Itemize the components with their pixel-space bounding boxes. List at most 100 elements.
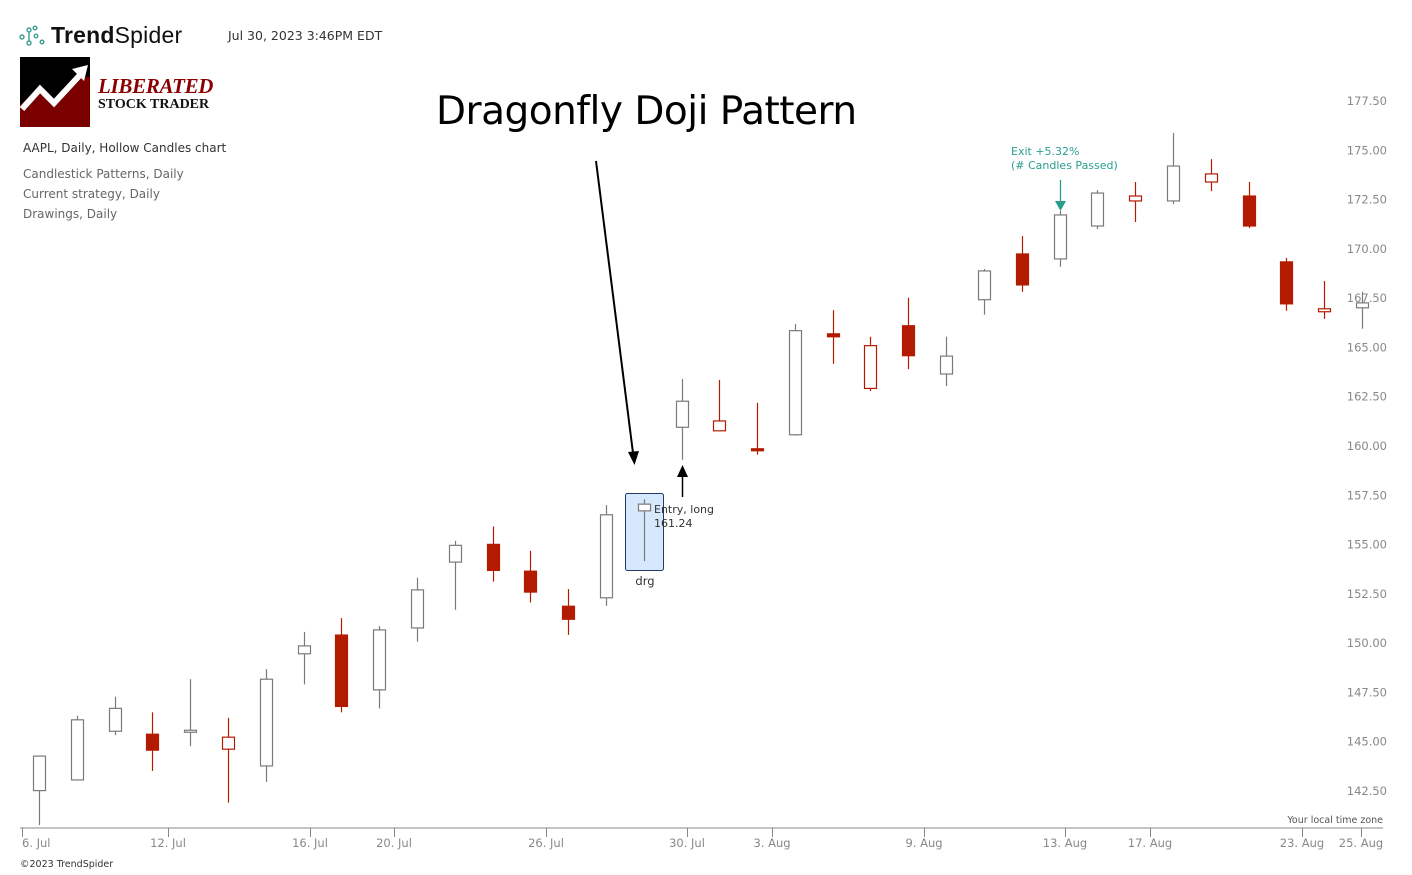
candle[interactable] (1166, 132, 1181, 205)
candle-body (486, 543, 501, 571)
legend-item-drawings[interactable]: Drawings, Daily (23, 207, 118, 221)
candle-body (788, 330, 803, 436)
watermark-line2: STOCK TRADER (98, 97, 210, 112)
candle[interactable] (637, 499, 652, 562)
x-axis-tick: 16. Jul (292, 836, 328, 850)
candle-body (1053, 214, 1068, 260)
watermark-line1: LIBERATED (98, 74, 214, 98)
pattern-label: drg (635, 574, 654, 588)
candle[interactable] (675, 378, 690, 460)
candle[interactable] (1355, 291, 1370, 329)
copyright: ©2023 TrendSpider (20, 859, 114, 870)
candle-body (1355, 302, 1370, 309)
candle-body (561, 605, 576, 620)
y-axis-tick: 170.00 (1347, 242, 1387, 256)
candle[interactable] (486, 526, 501, 582)
candle[interactable] (448, 540, 463, 610)
x-axis-tick: 6. Jul (22, 836, 51, 850)
candle-body (1090, 192, 1105, 227)
candle-body (675, 400, 690, 428)
candle[interactable] (145, 712, 160, 771)
x-axis-tick: 30. Jul (669, 836, 705, 850)
candle[interactable] (977, 268, 992, 315)
exit-candles-label: (# Candles Passed) (1011, 159, 1118, 172)
candle-body (1279, 261, 1294, 305)
candle-body (637, 503, 652, 512)
x-axis-tick: 12. Jul (150, 836, 186, 850)
y-axis-tick: 150.00 (1347, 636, 1387, 650)
candle[interactable] (1090, 190, 1105, 230)
chart-title: Dragonfly Doji Pattern (436, 89, 857, 134)
candle[interactable] (70, 715, 85, 781)
candle-body (1128, 195, 1143, 202)
legend-item-strategy[interactable]: Current strategy, Daily (23, 187, 160, 201)
candle[interactable] (561, 589, 576, 635)
candle[interactable] (523, 550, 538, 603)
candle-body (1242, 195, 1257, 227)
liberated-stock-trader-logo: LIBERATED STOCK TRADER (20, 57, 213, 127)
x-axis-tick: 9. Aug (905, 836, 942, 850)
x-axis-tick: 3. Aug (753, 836, 790, 850)
candle[interactable] (183, 679, 198, 747)
candle[interactable] (826, 310, 841, 364)
candle-body (221, 736, 236, 750)
candle-body (1317, 308, 1332, 313)
candle-body (297, 645, 312, 655)
y-axis-tick: 175.00 (1347, 143, 1387, 157)
candle[interactable] (221, 717, 236, 803)
candle-body (750, 448, 765, 452)
candle[interactable] (334, 618, 349, 713)
candle[interactable] (410, 577, 425, 642)
candle[interactable] (599, 505, 614, 606)
timezone-label[interactable]: Your local time zone (1287, 815, 1383, 826)
exit-arrow-down-icon (1055, 201, 1066, 211)
candle[interactable] (1279, 257, 1294, 311)
candle[interactable] (32, 755, 47, 826)
candle[interactable] (1128, 182, 1143, 223)
candle[interactable] (259, 669, 274, 782)
candle[interactable] (1204, 159, 1219, 192)
candle-body (334, 634, 349, 708)
legend-main-series[interactable]: AAPL, Daily, Hollow Candles chart (23, 141, 227, 155)
candle-body (448, 544, 463, 563)
candle[interactable] (750, 402, 765, 455)
candle-body (523, 570, 538, 593)
candle[interactable] (108, 696, 123, 736)
brand-name: TrendSpider (51, 22, 183, 48)
candle-body (183, 729, 198, 733)
x-axis-tick: 13. Aug (1043, 836, 1087, 850)
y-axis-tick: 145.00 (1347, 735, 1387, 749)
exit-label: Exit +5.32% (1011, 145, 1080, 158)
y-axis-tick: 177.50 (1347, 94, 1387, 108)
y-axis-tick: 147.50 (1347, 685, 1387, 699)
candle-body (145, 733, 160, 751)
candle[interactable] (901, 297, 916, 370)
legend-item-patterns[interactable]: Candlestick Patterns, Daily (23, 167, 184, 181)
candle[interactable] (712, 379, 727, 432)
y-axis-tick: 160.00 (1347, 439, 1387, 453)
candle[interactable] (297, 631, 312, 685)
candle[interactable] (1053, 211, 1068, 267)
entry-label: Entry, long (654, 503, 714, 516)
callout-arrow-head-icon (628, 451, 639, 465)
candle-body (372, 629, 387, 691)
candle[interactable] (1317, 280, 1332, 319)
candle-body (863, 345, 878, 390)
candle[interactable] (939, 336, 954, 387)
callout-arrow-line[interactable] (595, 160, 634, 454)
candle[interactable] (372, 625, 387, 709)
trend-arrow-logo-icon (20, 57, 90, 127)
entry-arrow-up-icon (677, 465, 688, 477)
y-axis-tick: 142.50 (1347, 784, 1387, 798)
candle[interactable] (863, 336, 878, 391)
y-axis-tick: 165.00 (1347, 340, 1387, 354)
candle[interactable] (1015, 236, 1030, 292)
candle-body (32, 755, 47, 792)
y-axis-tick: 155.00 (1347, 538, 1387, 552)
candle-body (410, 589, 425, 629)
candle-body (1015, 253, 1030, 286)
candle-body (599, 514, 614, 599)
candle[interactable] (1242, 182, 1257, 229)
candle[interactable] (788, 324, 803, 436)
